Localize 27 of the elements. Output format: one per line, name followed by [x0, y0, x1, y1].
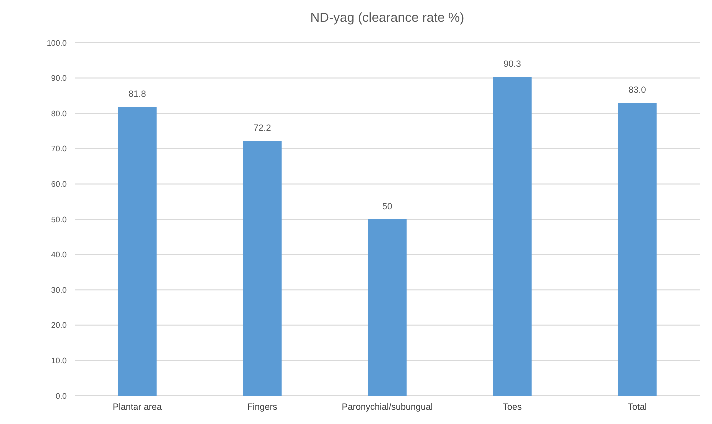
data-label: 90.3	[504, 59, 522, 70]
y-tick-label: 100.0	[46, 38, 68, 48]
chart-title: ND-yag (clearance rate %)	[310, 10, 464, 25]
y-tick-label: 0.0	[56, 392, 68, 401]
bar	[368, 220, 407, 396]
y-tick-label: 40.0	[51, 250, 68, 260]
bar	[618, 103, 657, 396]
data-label: 81.8	[128, 89, 146, 100]
y-tick-label: 30.0	[51, 286, 68, 295]
x-tick-label: Total	[628, 402, 648, 412]
data-label: 72.2	[254, 123, 272, 134]
y-tick-label: 10.0	[51, 356, 68, 366]
bar	[118, 107, 157, 396]
y-tick-label: 50.0	[51, 215, 68, 224]
y-tick-label: 70.0	[51, 144, 68, 154]
y-tick-label: 20.0	[51, 321, 68, 330]
y-tick-label: 90.0	[51, 74, 68, 84]
x-tick-label: Paronychial/subungual	[342, 402, 434, 412]
data-label: 50	[382, 202, 393, 212]
bar	[493, 77, 532, 396]
y-tick-label: 80.0	[51, 109, 68, 118]
y-tick-label: 60.0	[51, 180, 68, 189]
bar	[243, 141, 282, 396]
x-tick-label: Fingers	[247, 402, 278, 412]
data-label: 83.0	[628, 85, 646, 96]
x-tick-label: Toes	[502, 402, 523, 412]
x-tick-label: Plantar area	[112, 402, 162, 412]
